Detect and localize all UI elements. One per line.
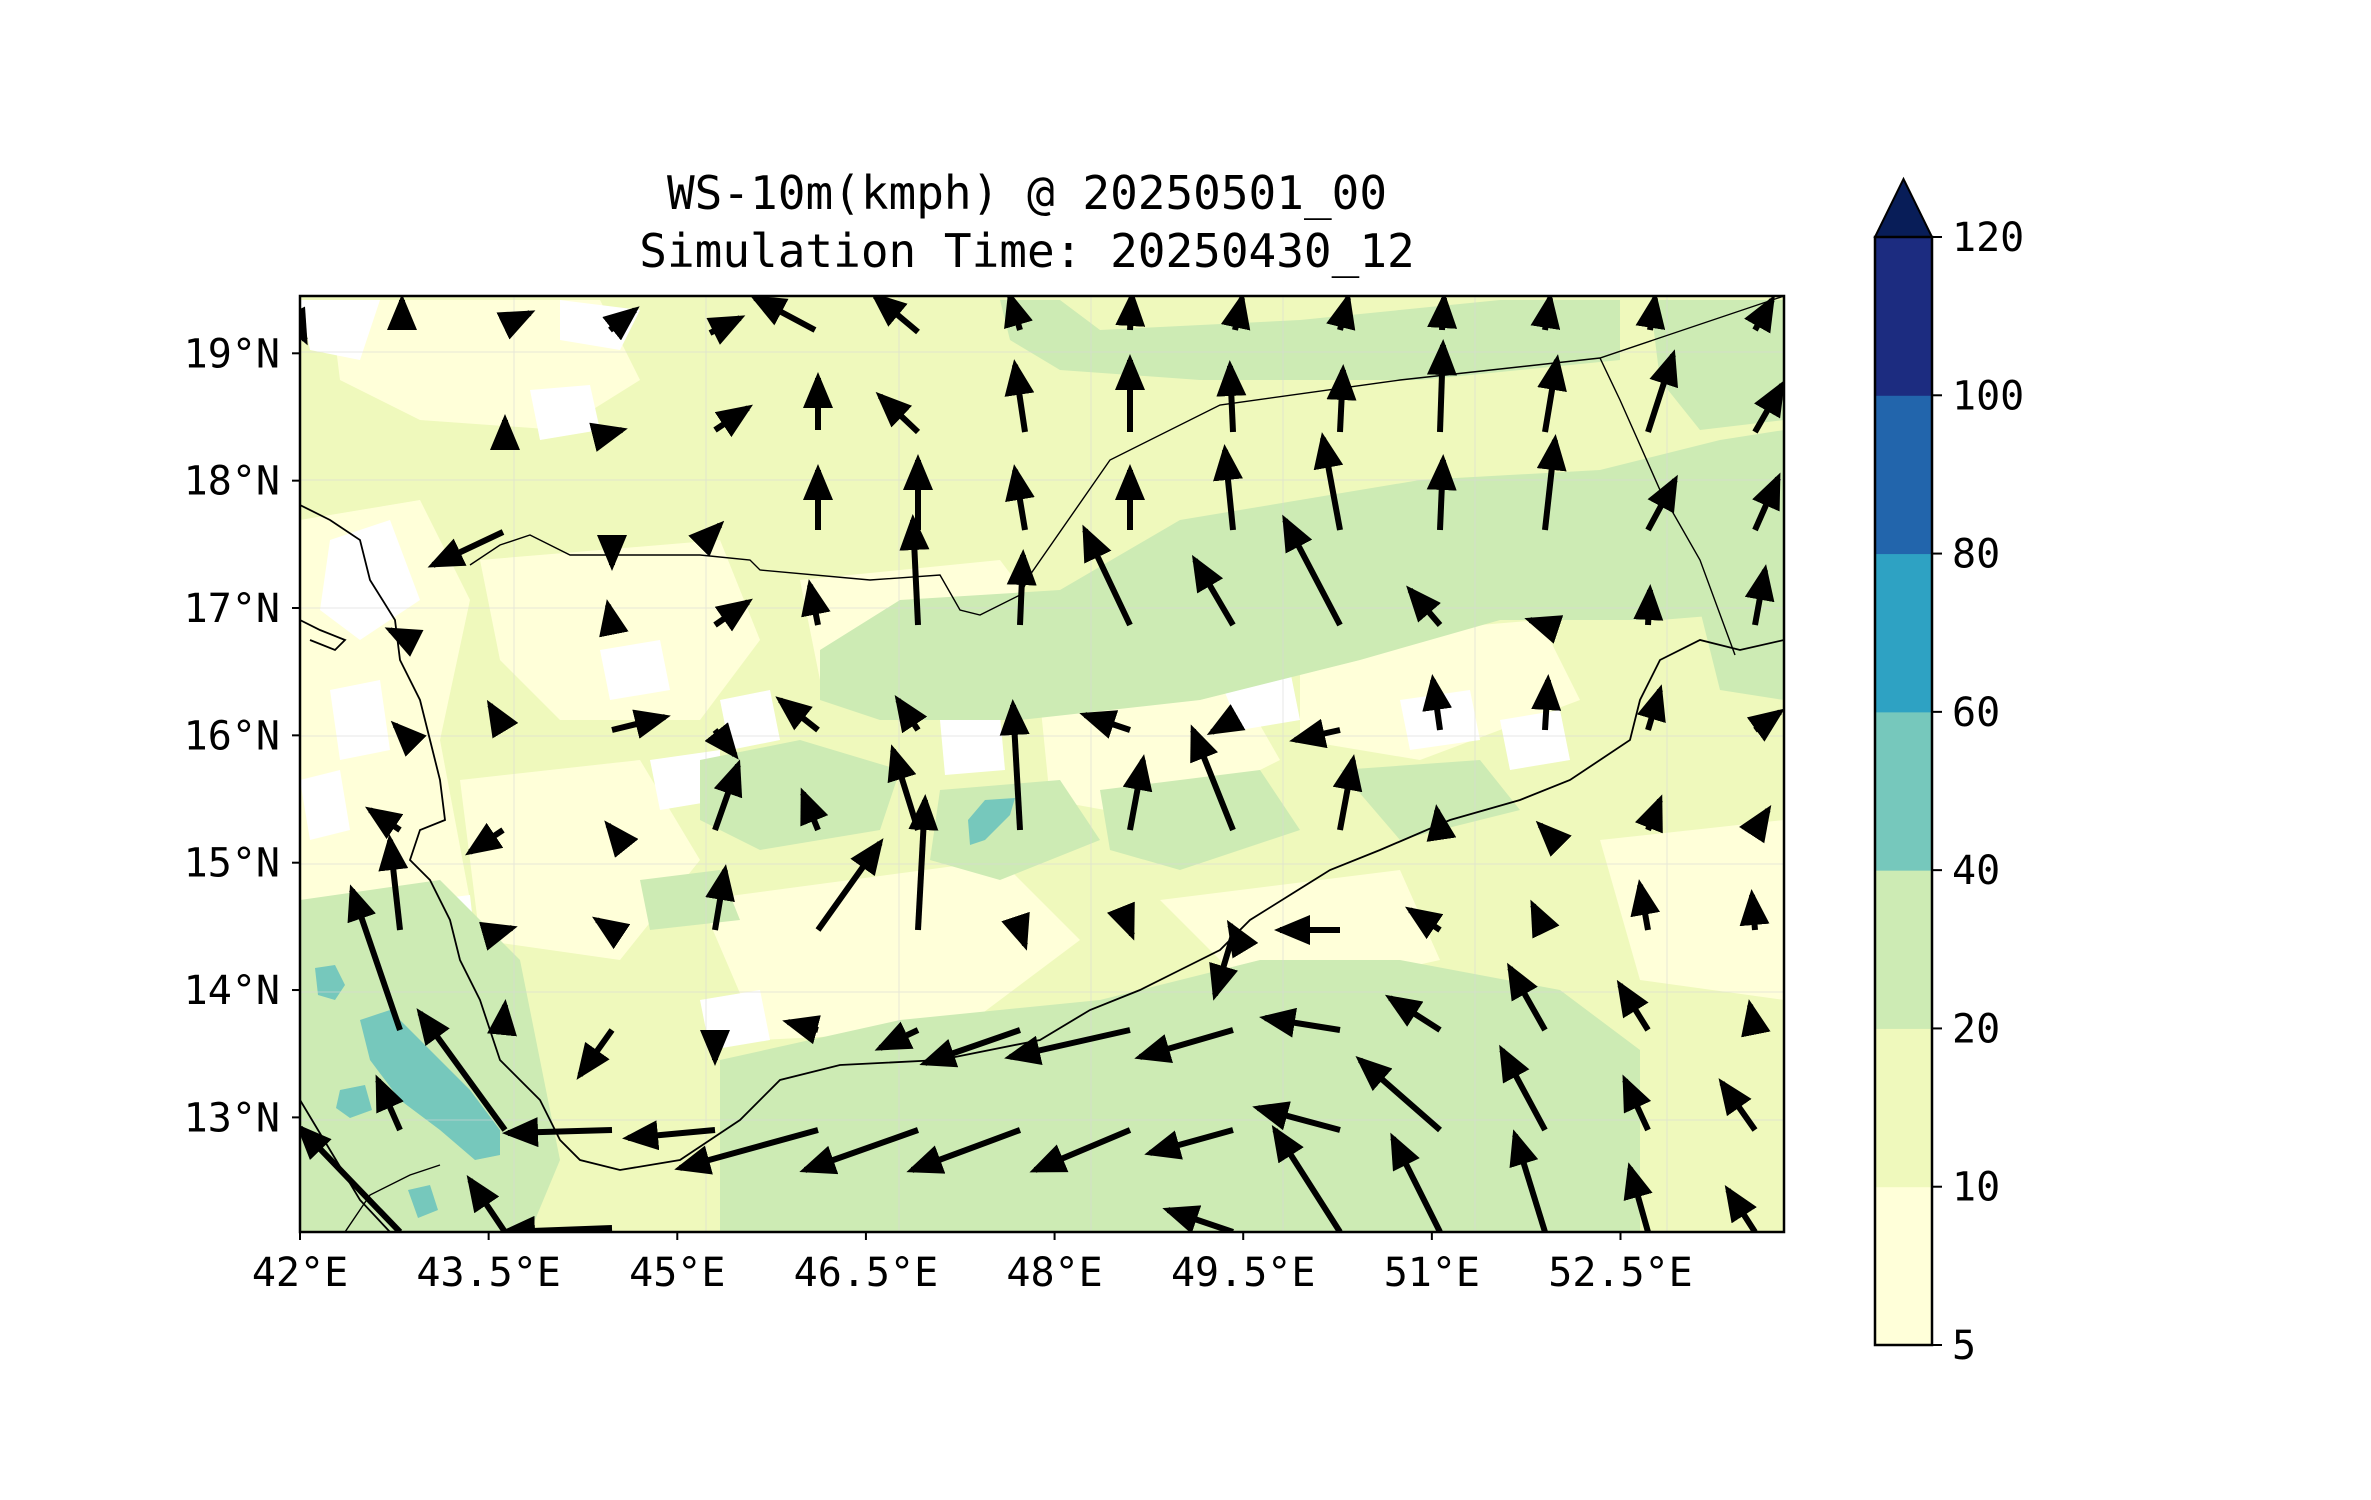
- colorbar-tick-label: 40: [1952, 848, 2000, 894]
- map-frame: [298, 294, 1786, 1234]
- colorbar-band: [1875, 395, 1932, 555]
- colorbar-tick-label: 20: [1952, 1006, 2000, 1052]
- colorbar-tick-label: 100: [1952, 373, 2024, 419]
- lat-tick-label: 19°N: [184, 331, 280, 377]
- lat-tick-label: 15°N: [184, 841, 280, 887]
- colorbar-band: [1875, 870, 1932, 1029]
- map-title-line-2: Simulation Time: 20250430_12: [639, 224, 1414, 278]
- map-panel: [300, 296, 1784, 1232]
- lon-tick-label: 45°E: [629, 1250, 725, 1296]
- lon-tick-label: 52.5°E: [1548, 1250, 1693, 1296]
- colorbar-band: [1875, 1186, 1932, 1346]
- colorbar-band: [1875, 553, 1932, 713]
- colorbar-tick-label: 80: [1952, 532, 2000, 578]
- colorbar-tick-label: 120: [1952, 215, 2024, 261]
- lon-tick-label: 51°E: [1384, 1250, 1480, 1296]
- colorbar-tick-label: 5: [1952, 1323, 1976, 1369]
- lon-tick-label: 43.5°E: [416, 1250, 561, 1296]
- lat-tick-label: 13°N: [184, 1095, 280, 1141]
- lon-tick-label: 48°E: [1006, 1250, 1102, 1296]
- colorbar-band: [1875, 1028, 1932, 1188]
- wind-vectors: [300, 296, 1784, 1232]
- map-title-line-1: WS-10m(kmph) @ 20250501_00: [667, 166, 1387, 220]
- lon-tick-label: 49.5°E: [1171, 1250, 1316, 1296]
- colorbar-extend-arrow: [1873, 176, 1934, 238]
- colorbar-outline: [1873, 235, 1934, 1347]
- lat-tick-label: 16°N: [184, 713, 280, 759]
- lon-tick-label: 42°E: [252, 1250, 348, 1296]
- colorbar-band: [1875, 237, 1932, 396]
- map-gridlines: [300, 296, 1784, 1232]
- lat-tick-label: 17°N: [184, 586, 280, 632]
- lon-tick-label: 46.5°E: [794, 1250, 939, 1296]
- field-strong-speed-patches: [315, 798, 1015, 1218]
- lat-tick-label: 14°N: [184, 968, 280, 1014]
- longitude-ticks: 42°E 43.5°E 45°E 46.5°E 48°E 49.5°E 51°E 52.5°E: [252, 1232, 1693, 1296]
- colorbar-band: [1875, 711, 1932, 871]
- colorbar-tick-label: 10: [1952, 1165, 2000, 1211]
- colorbar: 5 10 20 40 60 80 100 120: [1873, 176, 2024, 1369]
- latitude-ticks: 19°N 18°N 17°N 16°N 15°N 14°N 13°N: [184, 331, 300, 1141]
- lat-tick-label: 18°N: [184, 459, 280, 505]
- colorbar-tick-label: 60: [1952, 690, 2000, 736]
